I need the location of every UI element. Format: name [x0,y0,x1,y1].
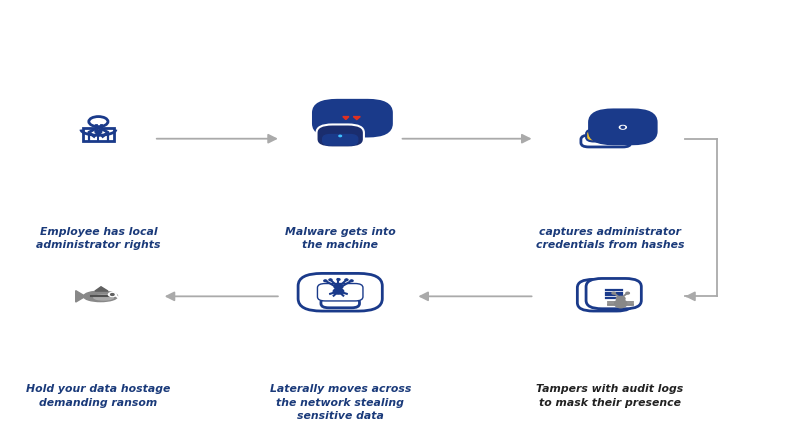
FancyBboxPatch shape [589,111,656,145]
Circle shape [604,125,606,126]
Text: Malware gets into
the machine: Malware gets into the machine [285,226,395,250]
Text: Laterally moves across
the network stealing
sensitive data: Laterally moves across the network steal… [270,384,411,420]
Circle shape [329,279,332,281]
Polygon shape [341,125,350,127]
Circle shape [604,118,606,119]
Circle shape [626,293,629,294]
FancyBboxPatch shape [321,298,359,308]
Circle shape [333,289,344,294]
Polygon shape [322,124,358,145]
Circle shape [337,279,340,281]
Circle shape [617,297,625,301]
FancyBboxPatch shape [592,128,620,141]
Circle shape [612,293,616,294]
Ellipse shape [84,291,118,302]
FancyBboxPatch shape [83,129,114,141]
FancyBboxPatch shape [586,130,625,142]
FancyBboxPatch shape [313,101,391,137]
Circle shape [324,280,327,282]
Circle shape [615,135,618,137]
FancyBboxPatch shape [577,280,633,311]
Circle shape [111,294,114,296]
Circle shape [604,121,606,122]
Text: Hold your data hostage
demanding ransom: Hold your data hostage demanding ransom [26,384,170,407]
FancyBboxPatch shape [317,284,363,301]
Text: Employee has local
administrator rights: Employee has local administrator rights [36,226,161,250]
Circle shape [604,123,606,124]
Polygon shape [95,129,102,137]
Ellipse shape [615,300,627,308]
FancyBboxPatch shape [298,274,383,311]
Ellipse shape [94,295,114,300]
Circle shape [350,280,353,282]
Circle shape [619,126,626,130]
Polygon shape [353,117,360,120]
Circle shape [108,293,116,297]
FancyBboxPatch shape [581,136,631,148]
FancyBboxPatch shape [323,135,358,146]
Circle shape [89,117,108,127]
Circle shape [345,279,348,281]
Circle shape [621,127,625,129]
Ellipse shape [333,128,347,134]
Circle shape [606,135,610,137]
Polygon shape [95,287,108,291]
Polygon shape [96,129,101,131]
Text: Tampers with audit logs
to mask their presence: Tampers with audit logs to mask their pr… [536,384,684,407]
Circle shape [339,136,341,137]
Circle shape [334,285,343,289]
Polygon shape [343,117,349,120]
FancyBboxPatch shape [316,125,364,148]
Circle shape [602,135,605,137]
Polygon shape [76,291,86,302]
FancyBboxPatch shape [604,140,615,141]
FancyBboxPatch shape [586,279,642,309]
Text: captures administrator
credentials from hashes: captures administrator credentials from … [536,226,684,250]
Circle shape [611,135,614,137]
